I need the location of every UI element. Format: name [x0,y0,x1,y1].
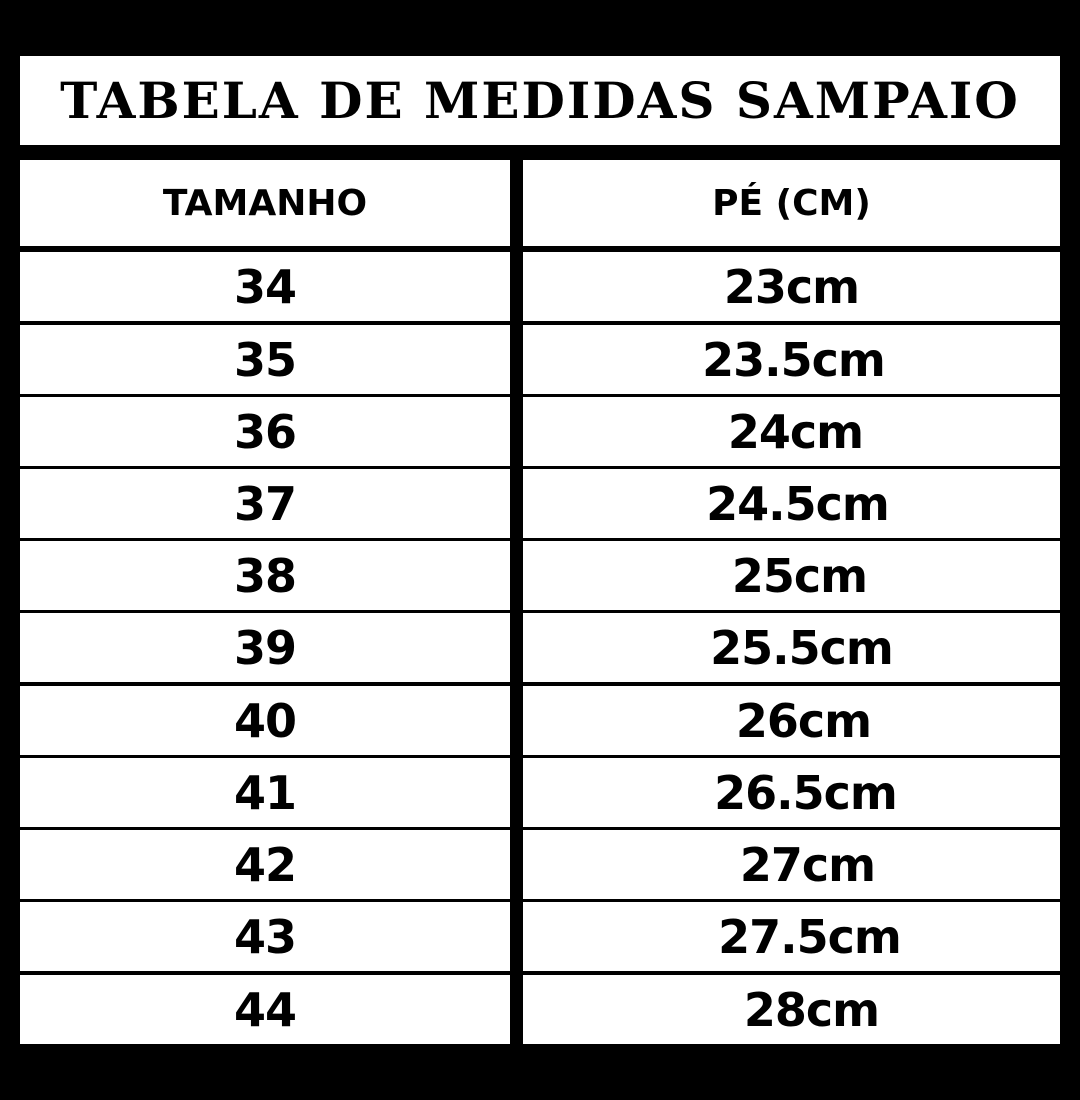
title-box: TABELA DE MEDIDAS SAMPAIO [20,56,1060,145]
header-foot-cm: PÉ (CM) [523,160,1060,246]
table-cell-size: 43 [20,902,510,971]
table-cell-size: 40 [20,686,510,755]
table-cell-size: 35 [20,325,510,394]
table-cell-foot-length: 27.5cm [523,902,1060,971]
table-cell-size: 34 [20,252,510,321]
table-cell-size: 44 [20,975,510,1044]
table-cell-foot-length: 28cm [523,975,1060,1044]
table-cell-size: 38 [20,541,510,610]
table-cell-foot-length: 24.5cm [523,469,1060,538]
table-cell-size: 41 [20,758,510,827]
table-cell-foot-length: 26.5cm [523,758,1060,827]
table-cell-size: 36 [20,397,510,466]
table-cell-foot-length: 23.5cm [523,325,1060,394]
table-cell-foot-length: 25.5cm [523,613,1060,682]
table-cell-foot-length: 27cm [523,830,1060,899]
table-cell-foot-length: 25cm [523,541,1060,610]
table-cell-size: 37 [20,469,510,538]
table-cell-foot-length: 24cm [523,397,1060,466]
table-cell-foot-length: 26cm [523,686,1060,755]
header-size: TAMANHO [20,160,510,246]
table-cell-foot-length: 23cm [523,252,1060,321]
table-cell-size: 39 [20,613,510,682]
table-cell-size: 42 [20,830,510,899]
page-title: TABELA DE MEDIDAS SAMPAIO [60,71,1020,130]
